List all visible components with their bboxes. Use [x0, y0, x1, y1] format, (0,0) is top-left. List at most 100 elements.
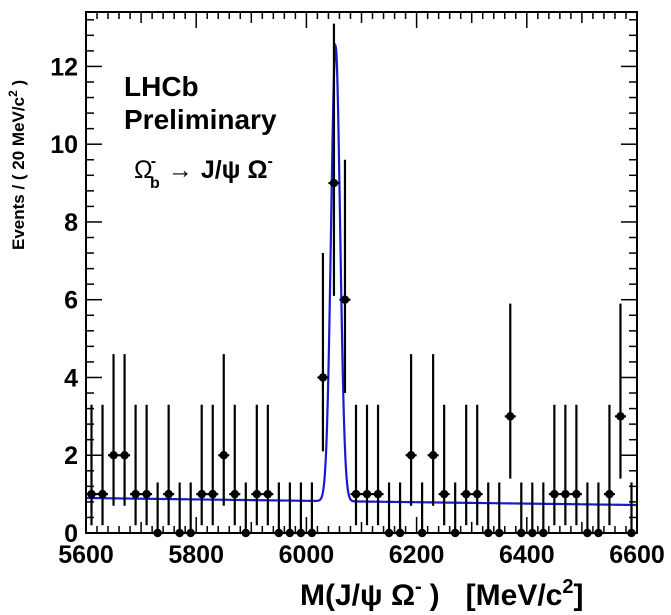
y-tick-label: 6: [64, 287, 78, 315]
data-marker: [506, 412, 515, 421]
fit-curve: [86, 42, 638, 507]
x-axis-label: M(J/ψ Ω-) [MeV/c2]: [300, 576, 584, 612]
x-axis-label-unit: [MeV/c: [466, 579, 563, 612]
y-tick-label: 0: [64, 520, 78, 548]
data-marker: [252, 489, 262, 499]
data-marker: [439, 489, 449, 499]
x-axis-label-close: ): [430, 579, 440, 612]
data-marker: [351, 489, 361, 499]
data-point: [152, 482, 164, 538]
data-point: [416, 482, 428, 538]
data-marker: [461, 489, 471, 499]
data-marker: [142, 489, 151, 499]
data-point: [504, 303, 516, 479]
status-label: Preliminary: [124, 104, 277, 135]
data-marker: [98, 489, 107, 499]
data-point: [394, 482, 406, 538]
y-tick-label: 2: [64, 442, 78, 470]
data-point: [614, 303, 626, 479]
y-axis-label-base: Events / ( 20 MeV/c: [9, 97, 28, 250]
data-point: [119, 354, 131, 506]
data-point: [295, 482, 307, 538]
data-point: [328, 23, 340, 296]
data-point: [196, 404, 208, 526]
data-marker: [605, 489, 614, 499]
data-point: [185, 482, 197, 538]
data-marker: [561, 489, 570, 499]
data-point: [493, 482, 505, 538]
data-point: [251, 404, 263, 526]
data-point: [515, 482, 527, 538]
decay-arrow: →: [168, 156, 193, 184]
x-tick-label: 6000: [279, 541, 335, 569]
data-point: [592, 482, 604, 538]
data-point: [548, 404, 560, 526]
data-point: [86, 404, 98, 526]
data-marker: [263, 489, 273, 499]
y-axis-label-close: ): [9, 80, 28, 90]
data-marker: [340, 295, 350, 304]
data-point: [383, 482, 395, 538]
data-point: [317, 253, 329, 452]
data-point: [218, 354, 230, 506]
data-marker: [362, 489, 372, 499]
x-axis-label-unit-close: ]: [574, 579, 584, 612]
data-marker: [131, 489, 140, 499]
y-tick-label: 4: [64, 364, 78, 392]
data-point: [284, 482, 296, 538]
data-point: [350, 404, 362, 526]
decay-parent: Ω: [134, 156, 153, 184]
data-point: [163, 404, 175, 526]
data-marker: [428, 451, 438, 460]
data-point: [559, 404, 571, 526]
data-point: [449, 482, 461, 538]
data-point: [570, 404, 582, 526]
data-marker: [572, 489, 581, 499]
data-point: [482, 482, 494, 538]
y-tick-label: 10: [50, 131, 78, 159]
data-marker: [329, 178, 339, 188]
data-point: [229, 404, 241, 526]
data-marker: [120, 451, 129, 460]
tick-labels: 5600 5800 6000 6200 6400 6600 0 2 4 6 8 10 12: [50, 53, 665, 569]
decay-products: J/ψ Ω: [201, 156, 268, 184]
data-point: [339, 159, 351, 394]
data-marker: [373, 489, 383, 499]
decay-parent-sub: b: [150, 175, 160, 192]
data-point: [97, 404, 109, 526]
x-tick-label: 5800: [168, 541, 224, 569]
data-point: [108, 354, 120, 506]
data-point: [603, 404, 615, 526]
x-tick-label: 5600: [58, 541, 114, 569]
x-tick-label: 6600: [609, 541, 665, 569]
data-point: [141, 404, 153, 526]
data-marker: [230, 489, 239, 499]
data-point: [262, 404, 274, 526]
data-point: [174, 482, 186, 538]
data-point: [427, 354, 439, 506]
y-axis-label-sup: 2: [6, 90, 20, 97]
y-tick-label: 12: [50, 53, 78, 81]
y-tick-label: 8: [64, 209, 78, 237]
x-axis-label-base: M(J/ψ Ω: [300, 579, 415, 612]
data-marker: [473, 489, 482, 499]
x-axis-label-sup1: -: [415, 576, 422, 598]
data-marker: [164, 489, 173, 499]
data-marker: [219, 451, 228, 460]
experiment-label: LHCb: [124, 71, 199, 102]
data-point: [625, 482, 637, 538]
data-marker: [87, 489, 96, 499]
fit-curve-layer: [86, 42, 638, 507]
decay-products-sup: -: [268, 153, 273, 170]
decay-label: Ω-b → J/ψ Ω-: [134, 153, 273, 192]
data-marker: [318, 373, 328, 382]
data-point: [460, 404, 472, 526]
data-point: [372, 404, 384, 526]
data-point: [471, 404, 483, 526]
x-tick-label: 6200: [389, 541, 445, 569]
data-point: [130, 404, 142, 526]
data-point: [537, 482, 549, 538]
data-marker: [109, 451, 118, 460]
data-point: [526, 482, 538, 538]
